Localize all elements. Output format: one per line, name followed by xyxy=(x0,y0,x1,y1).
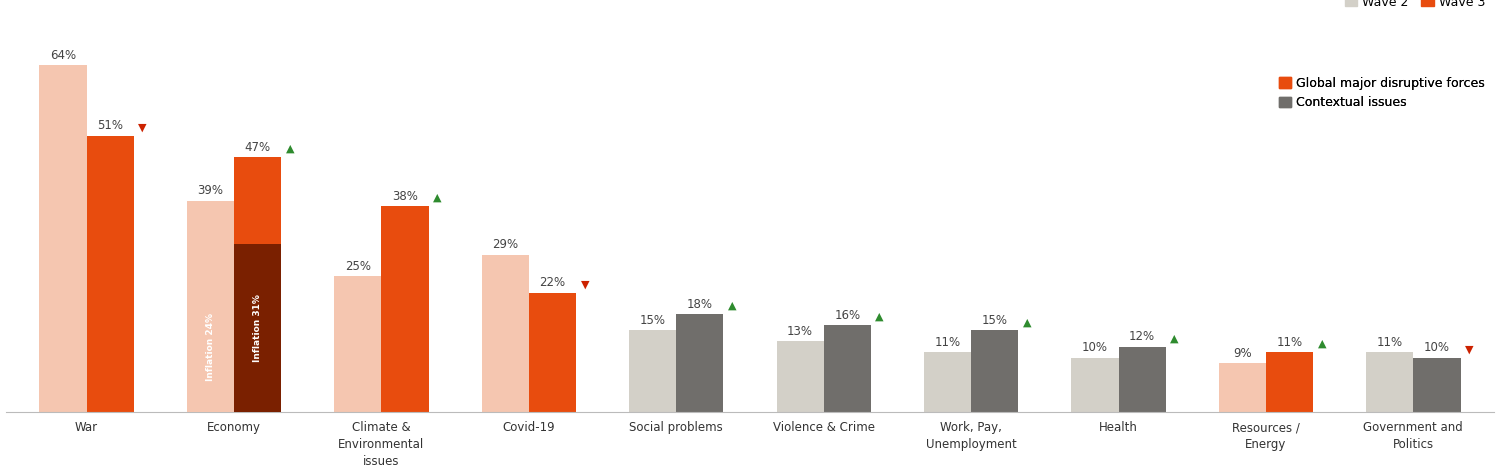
Bar xyxy=(334,276,381,412)
Bar xyxy=(970,330,1018,412)
Bar xyxy=(824,325,872,412)
Text: 18%: 18% xyxy=(687,298,712,311)
Text: ▼: ▼ xyxy=(138,122,147,132)
Text: ▼: ▼ xyxy=(580,279,590,289)
Bar xyxy=(530,292,576,412)
Text: ▲: ▲ xyxy=(285,144,294,154)
Bar xyxy=(188,201,234,412)
Text: 11%: 11% xyxy=(1377,336,1402,349)
Text: 12%: 12% xyxy=(1130,330,1155,344)
Text: 22%: 22% xyxy=(540,276,566,289)
Text: ▼: ▼ xyxy=(1466,344,1473,355)
Text: 11%: 11% xyxy=(934,336,960,349)
Text: 13%: 13% xyxy=(788,325,813,338)
Text: ▲: ▲ xyxy=(1317,339,1326,349)
Bar xyxy=(381,206,429,412)
Text: 9%: 9% xyxy=(1233,347,1251,360)
Text: 25%: 25% xyxy=(345,260,370,273)
Text: 47%: 47% xyxy=(244,141,270,154)
Bar xyxy=(1413,357,1461,412)
Text: ▲: ▲ xyxy=(433,193,441,203)
Bar xyxy=(39,65,87,412)
Text: Inflation 24%: Inflation 24% xyxy=(206,313,214,381)
Text: ▲: ▲ xyxy=(1170,334,1179,344)
Bar xyxy=(924,352,970,412)
Text: 16%: 16% xyxy=(834,309,861,322)
Bar xyxy=(628,330,676,412)
Bar xyxy=(676,314,723,412)
Text: ▲: ▲ xyxy=(876,312,884,322)
Bar xyxy=(1220,363,1266,412)
Bar xyxy=(234,244,280,412)
Text: 29%: 29% xyxy=(492,238,519,251)
Text: 11%: 11% xyxy=(1276,336,1302,349)
Bar xyxy=(188,282,234,412)
Text: 64%: 64% xyxy=(50,49,76,62)
Text: 38%: 38% xyxy=(392,190,418,203)
Text: ▲: ▲ xyxy=(728,301,736,311)
Text: ▲: ▲ xyxy=(1023,317,1031,327)
Bar xyxy=(1366,352,1413,412)
Bar xyxy=(1071,357,1119,412)
Bar xyxy=(777,341,824,412)
Text: 39%: 39% xyxy=(198,184,223,197)
Text: 15%: 15% xyxy=(981,314,1008,327)
Text: 51%: 51% xyxy=(98,119,123,132)
Legend: Global major disruptive forces, Contextual issues: Global major disruptive forces, Contextu… xyxy=(1280,77,1485,109)
Bar xyxy=(234,157,280,412)
Bar xyxy=(482,255,530,412)
Text: 15%: 15% xyxy=(639,314,666,327)
Bar xyxy=(87,136,134,412)
Text: 10%: 10% xyxy=(1424,341,1450,355)
Text: Inflation 31%: Inflation 31% xyxy=(254,294,262,362)
Text: 10%: 10% xyxy=(1082,341,1108,355)
Bar xyxy=(1266,352,1312,412)
Bar xyxy=(1119,347,1166,412)
